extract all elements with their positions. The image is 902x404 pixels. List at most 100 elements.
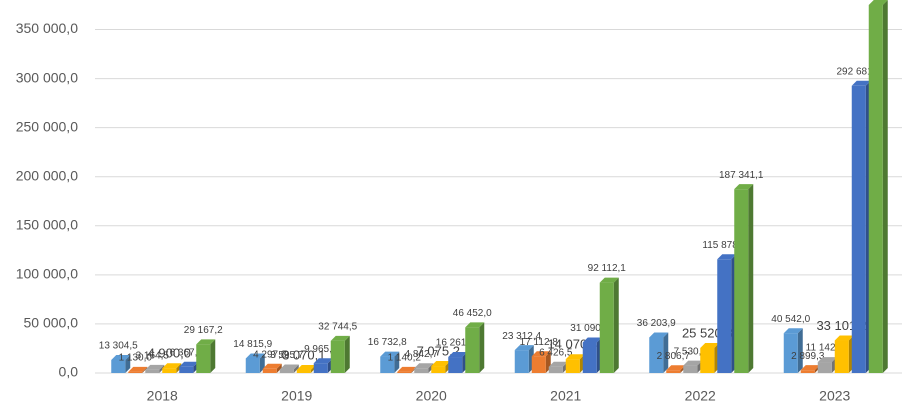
bar: [330, 340, 345, 373]
data-label: 187 341,1: [719, 170, 764, 181]
bar: [145, 369, 160, 373]
bar: [548, 366, 563, 373]
bar: [414, 368, 429, 373]
bar: [683, 365, 698, 373]
y-tick-label: 100 000,0: [16, 266, 78, 282]
bar-side: [613, 277, 619, 373]
bar: [531, 356, 546, 373]
bar-top: [145, 364, 165, 370]
bar-side: [276, 363, 282, 373]
data-label: 7 075,2: [417, 343, 460, 358]
bar-top: [431, 361, 451, 367]
bar: [279, 369, 294, 373]
bar: [666, 370, 681, 373]
bar: [313, 363, 328, 373]
bar-side: [210, 339, 216, 373]
bar-top: [514, 345, 534, 351]
bar-top: [279, 364, 299, 370]
y-tick-label: 0,0: [59, 364, 79, 380]
bar-top: [666, 365, 686, 371]
bar-top: [599, 277, 619, 283]
data-label: 115 878,9: [702, 240, 746, 251]
bar: [162, 368, 177, 373]
bar-top: [245, 353, 265, 359]
x-tick-label: 2019: [281, 388, 312, 404]
data-label: 3 595,7: [270, 350, 304, 361]
bar-top: [262, 363, 282, 369]
data-label: 4 842,7: [405, 349, 439, 360]
y-tick-label: 350 000,0: [16, 20, 78, 36]
y-tick-label: 150 000,0: [16, 217, 78, 233]
bar: [851, 85, 866, 373]
data-label: 17 112,8: [520, 337, 559, 348]
bar-side: [748, 184, 754, 373]
bar-side: [159, 364, 165, 373]
y-tick-label: 300 000,0: [16, 69, 78, 85]
data-label: 292 681,5: [837, 66, 882, 77]
bar-top: [162, 363, 182, 369]
bar-top: [683, 360, 703, 366]
data-label: 9 965,1: [304, 344, 338, 355]
bar-top: [700, 342, 720, 348]
bar-top: [111, 354, 131, 360]
bar: [800, 370, 815, 373]
x-tick-label: 2018: [147, 388, 178, 404]
bar-top: [868, 0, 888, 5]
data-label: 16 261,1: [436, 338, 475, 349]
x-tick-label: 2022: [685, 388, 716, 404]
bar: [431, 366, 446, 373]
data-label: 2 899,3: [791, 351, 825, 362]
bar-top: [313, 358, 333, 364]
data-label: 29 167,2: [184, 325, 223, 336]
bar-top: [330, 335, 350, 341]
data-label: 13 304,5: [99, 341, 138, 352]
bar: [565, 359, 580, 373]
bar-side: [663, 332, 669, 373]
bar: [734, 189, 749, 373]
bar: [111, 359, 126, 373]
bar: [817, 362, 832, 373]
bar-top: [851, 80, 871, 86]
data-label: 40 542,0: [771, 314, 810, 325]
bar-top: [548, 361, 568, 367]
bar-side: [394, 351, 400, 373]
bar-side: [142, 366, 148, 373]
bar: [700, 347, 715, 373]
bar: [397, 371, 412, 373]
bar: [465, 327, 480, 373]
x-tick-label: 2023: [819, 388, 850, 404]
x-tick-label: 2020: [416, 388, 447, 404]
y-tick-label: 250 000,0: [16, 118, 78, 134]
bar: [717, 259, 732, 373]
x-tick-label: 2021: [550, 388, 581, 404]
bar: [179, 366, 194, 373]
bar-top: [783, 328, 803, 334]
data-label: 36 203,9: [637, 318, 676, 329]
bar: [599, 282, 614, 373]
bar-top: [734, 184, 754, 190]
bar-side: [344, 335, 350, 373]
data-label: 3 070,1: [282, 347, 325, 362]
bar: [783, 333, 798, 373]
data-label: 92 112,1: [588, 263, 627, 274]
data-label: 6 367,3: [170, 347, 204, 358]
bar-side: [797, 328, 803, 373]
data-label: 6 426,5: [539, 347, 573, 358]
bar-top: [196, 339, 216, 345]
bar-top: [397, 366, 417, 372]
bar: [514, 350, 529, 373]
data-label: 23 312,4: [502, 331, 541, 342]
bar-side: [176, 363, 182, 373]
bar-side: [125, 354, 131, 373]
data-label: 11 142,3: [806, 343, 845, 354]
data-label: 7 530,8: [674, 346, 708, 357]
bar-top: [179, 361, 199, 367]
bar-top: [817, 357, 837, 363]
data-label: 1 140,2: [388, 353, 422, 364]
data-label: 3 164,5: [136, 351, 170, 362]
data-label: 1 130,0: [119, 353, 153, 364]
bar-top: [834, 335, 854, 341]
bar: [245, 358, 260, 373]
bar: [196, 344, 211, 373]
